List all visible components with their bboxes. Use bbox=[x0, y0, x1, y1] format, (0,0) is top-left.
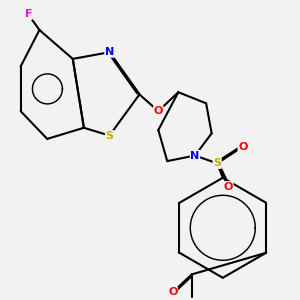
Text: S: S bbox=[105, 130, 113, 141]
Text: F: F bbox=[25, 9, 32, 20]
Text: O: O bbox=[238, 142, 248, 152]
Text: O: O bbox=[154, 106, 163, 116]
Text: O: O bbox=[168, 287, 178, 297]
Text: S: S bbox=[213, 158, 221, 168]
Text: N: N bbox=[190, 151, 200, 160]
Text: O: O bbox=[224, 182, 233, 192]
Text: N: N bbox=[105, 47, 114, 57]
